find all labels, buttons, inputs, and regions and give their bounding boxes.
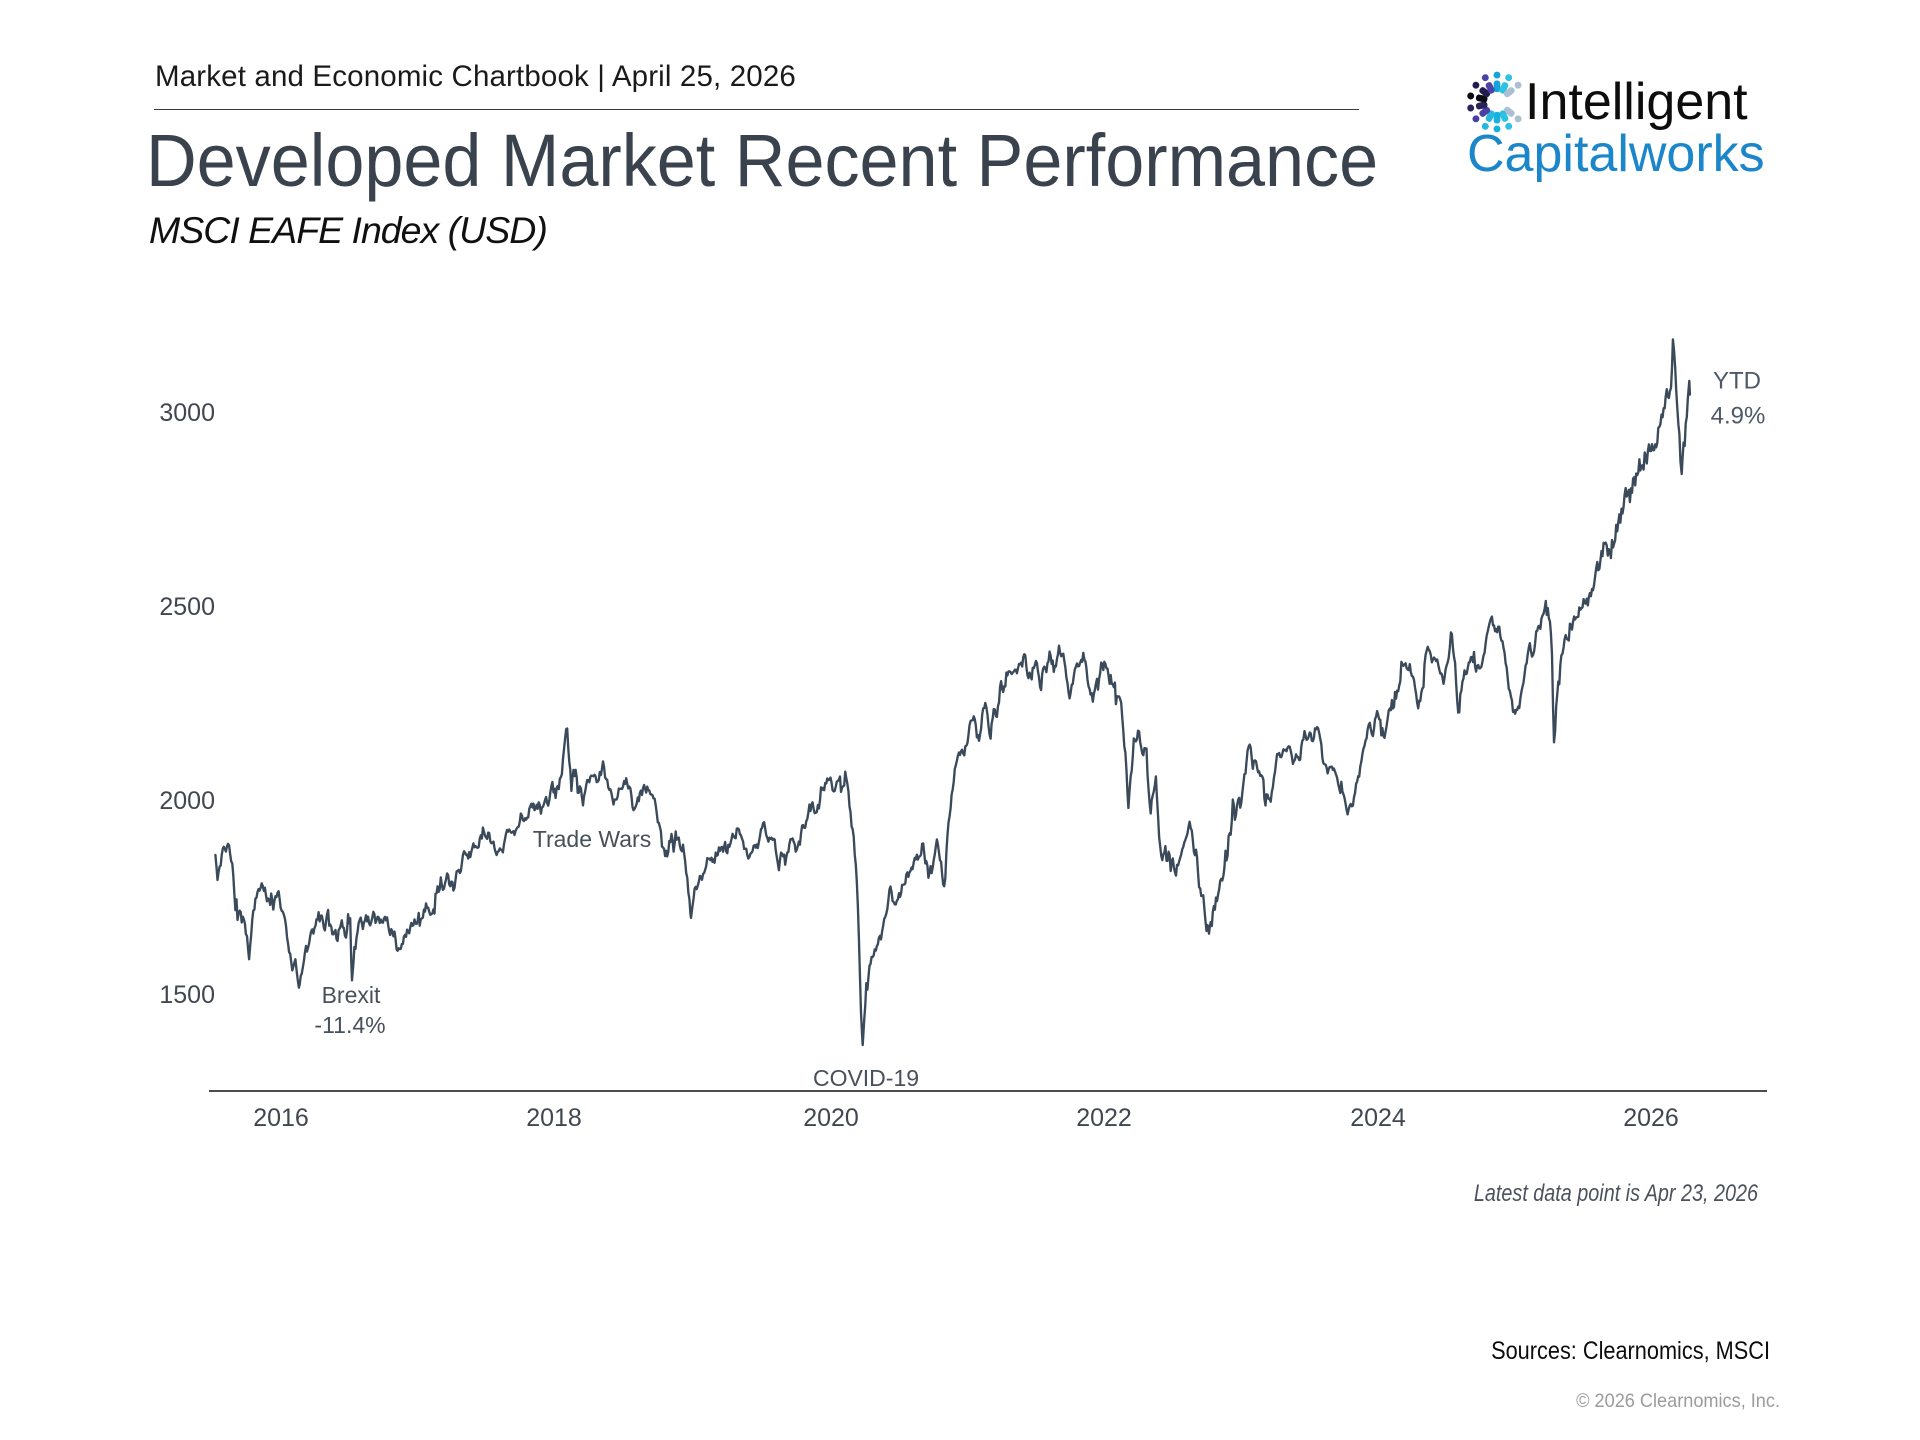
svg-text:3000: 3000 bbox=[159, 399, 215, 427]
svg-text:2018: 2018 bbox=[526, 1104, 582, 1132]
svg-text:4.9%: 4.9% bbox=[1711, 403, 1766, 430]
svg-text:1500: 1500 bbox=[159, 981, 215, 1009]
svg-text:2000: 2000 bbox=[159, 787, 215, 815]
svg-text:2020: 2020 bbox=[803, 1104, 859, 1132]
svg-text:2024: 2024 bbox=[1350, 1104, 1406, 1132]
svg-text:Brexit: Brexit bbox=[322, 982, 381, 1008]
svg-text:2026: 2026 bbox=[1623, 1104, 1679, 1132]
svg-text:-11.4%: -11.4% bbox=[314, 1012, 385, 1038]
svg-text:Trade Wars: Trade Wars bbox=[533, 826, 651, 852]
svg-text:2016: 2016 bbox=[253, 1104, 309, 1132]
svg-text:2500: 2500 bbox=[159, 593, 215, 621]
svg-text:COVID-19: COVID-19 bbox=[813, 1065, 919, 1091]
svg-text:2022: 2022 bbox=[1076, 1104, 1132, 1132]
svg-text:YTD: YTD bbox=[1713, 368, 1761, 395]
